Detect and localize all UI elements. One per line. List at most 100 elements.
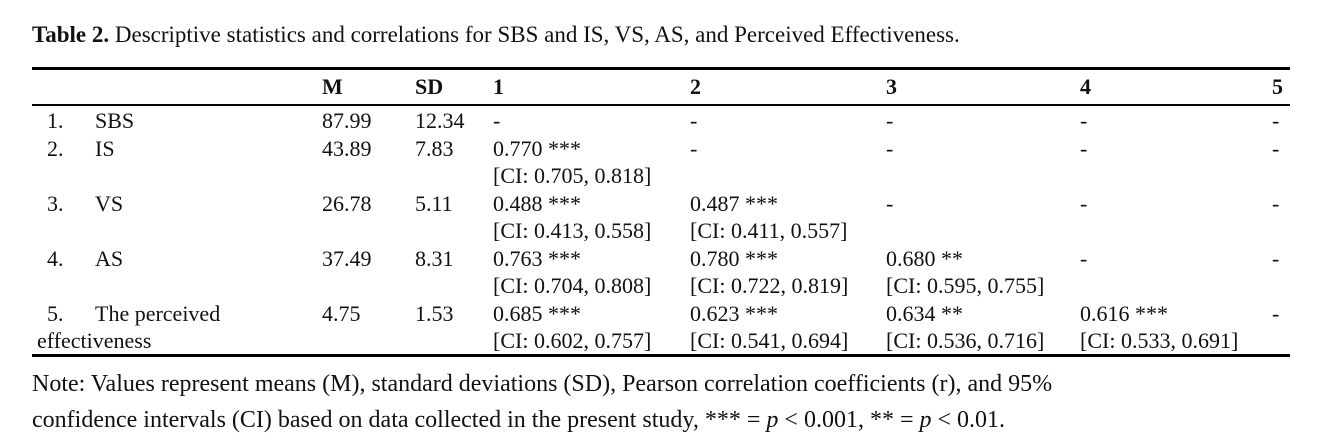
row-label: VS (95, 191, 124, 216)
cell-mean: 26.78 (322, 191, 372, 216)
column-header-1: 1 (493, 68, 690, 106)
cell-corr-2: 0.487 *** [CI: 0.411, 0.557] (690, 189, 886, 244)
row-number: 2. (47, 136, 64, 161)
cell-corr-1: 0.488 *** [CI: 0.413, 0.558] (493, 189, 690, 244)
cell-corr-5: - (1272, 105, 1290, 134)
cell-corr-4: 0.616 *** [CI: 0.533, 0.691] (1080, 299, 1272, 356)
corr-value: 0.763 *** (493, 246, 581, 271)
corr-value: 0.680 ** (886, 246, 963, 271)
cell-mean: 43.89 (322, 136, 372, 161)
page-title: Table 2. Descriptive statistics and corr… (32, 20, 1290, 50)
column-header-2: 2 (690, 68, 886, 106)
cell-corr-2: - (690, 134, 886, 189)
note-line-2: confidence intervals (CI) based on data … (32, 402, 1290, 438)
corr-value: - (1080, 108, 1088, 133)
cell-corr-4: - (1080, 105, 1272, 134)
corr-ci: [CI: 0.722, 0.819] (690, 273, 849, 298)
cell-corr-4: - (1080, 189, 1272, 244)
cell-sd: 7.83 (415, 136, 454, 161)
corr-value: - (886, 136, 894, 161)
cell-corr-2: - (690, 105, 886, 134)
corr-ci: [CI: 0.595, 0.755] (886, 273, 1045, 298)
corr-value: 0.770 *** (493, 136, 581, 161)
note-line-1: Note: Values represent means (M), standa… (32, 371, 1053, 397)
header-row: M SD 1 2 3 4 5 (32, 68, 1290, 106)
cell-corr-3: 0.680 ** [CI: 0.595, 0.755] (886, 244, 1080, 299)
cell-sd: 5.11 (415, 191, 453, 216)
table-row: 4. AS 37.49 8.31 0.763 *** [CI: 0.704, 0.… (32, 244, 1290, 299)
cell-corr-1: 0.770 *** [CI: 0.705, 0.818] (493, 134, 690, 189)
note-text: < 0.01. (931, 407, 1006, 433)
corr-value: - (1272, 191, 1280, 216)
row-label: AS (95, 246, 124, 271)
cell-corr-5: - (1272, 134, 1290, 189)
table-row: 3. VS 26.78 5.11 0.488 *** [CI: 0.413, 0.… (32, 189, 1290, 244)
cell-corr-1: 0.763 *** [CI: 0.704, 0.808] (493, 244, 690, 299)
cell-corr-4: - (1080, 134, 1272, 189)
cell-corr-5: - (1272, 244, 1290, 299)
row-header: 2. IS (32, 134, 322, 189)
corr-ci: [CI: 0.705, 0.818] (493, 163, 652, 188)
table-row: 5. The perceived effectiveness 4.75 1.53 … (32, 299, 1290, 356)
row-number: 1. (47, 108, 64, 133)
corr-value: - (1272, 301, 1280, 326)
corr-value: - (1080, 136, 1088, 161)
cell-corr-4: - (1080, 244, 1272, 299)
corr-value: - (1080, 246, 1088, 271)
corr-ci: [CI: 0.411, 0.557] (690, 218, 848, 243)
cell-corr-3: - (886, 134, 1080, 189)
table-row: 2. IS 43.89 7.83 0.770 *** [CI: 0.705, 0.… (32, 134, 1290, 189)
cell-corr-5: - (1272, 189, 1290, 244)
corr-value: - (1272, 246, 1280, 271)
column-header-sd: SD (415, 68, 493, 106)
column-header-variable (32, 68, 322, 106)
corr-value: 0.487 *** (690, 191, 778, 216)
corr-ci: [CI: 0.536, 0.716] (886, 328, 1045, 353)
corr-ci: [CI: 0.413, 0.558] (493, 218, 652, 243)
corr-ci: [CI: 0.541, 0.694] (690, 328, 849, 353)
corr-value: 0.616 *** (1080, 301, 1168, 326)
column-header-4: 4 (1080, 68, 1272, 106)
column-header-5: 5 (1272, 68, 1290, 106)
corr-value: 0.780 *** (690, 246, 778, 271)
column-header-m: M (322, 68, 415, 106)
cell-corr-2: 0.623 *** [CI: 0.541, 0.694] (690, 299, 886, 356)
row-label: IS (95, 136, 115, 161)
corr-ci: [CI: 0.704, 0.808] (493, 273, 652, 298)
document-page: Table 2. Descriptive statistics and corr… (32, 20, 1290, 438)
corr-value: - (690, 108, 698, 133)
row-label: The perceived effectiveness (37, 301, 221, 353)
corr-value: 0.488 *** (493, 191, 581, 216)
p-symbol: p (919, 407, 932, 433)
table-note: Note: Values represent means (M), standa… (32, 366, 1290, 438)
note-text: < 0.001, ** = (778, 407, 920, 433)
table-number-label: Table 2. (32, 22, 110, 47)
table-caption-text: Descriptive statistics and correlations … (109, 22, 960, 47)
column-header-3: 3 (886, 68, 1080, 106)
corr-ci: [CI: 0.533, 0.691] (1080, 328, 1239, 353)
cell-sd: 8.31 (415, 246, 454, 271)
corr-value: 0.623 *** (690, 301, 778, 326)
row-number: 5. (47, 301, 64, 326)
corr-value: - (1272, 108, 1280, 133)
corr-value: - (690, 136, 698, 161)
cell-mean: 4.75 (322, 301, 361, 326)
p-symbol: p (766, 407, 779, 433)
row-header: 3. VS (32, 189, 322, 244)
row-number: 4. (47, 246, 64, 271)
row-label: SBS (95, 108, 135, 133)
row-header: 1. SBS (32, 105, 322, 134)
note-text: confidence intervals (CI) based on data … (32, 407, 767, 433)
corr-value: 0.685 *** (493, 301, 581, 326)
row-header: 4. AS (32, 244, 322, 299)
corr-value: - (1272, 136, 1280, 161)
cell-corr-1: - (493, 105, 690, 134)
corr-ci: [CI: 0.602, 0.757] (493, 328, 652, 353)
corr-value: - (886, 108, 894, 133)
corr-value: 0.634 ** (886, 301, 963, 326)
cell-mean: 37.49 (322, 246, 372, 271)
corr-value: - (886, 191, 894, 216)
cell-corr-3: - (886, 105, 1080, 134)
row-number: 3. (47, 191, 64, 216)
cell-corr-2: 0.780 *** [CI: 0.722, 0.819] (690, 244, 886, 299)
